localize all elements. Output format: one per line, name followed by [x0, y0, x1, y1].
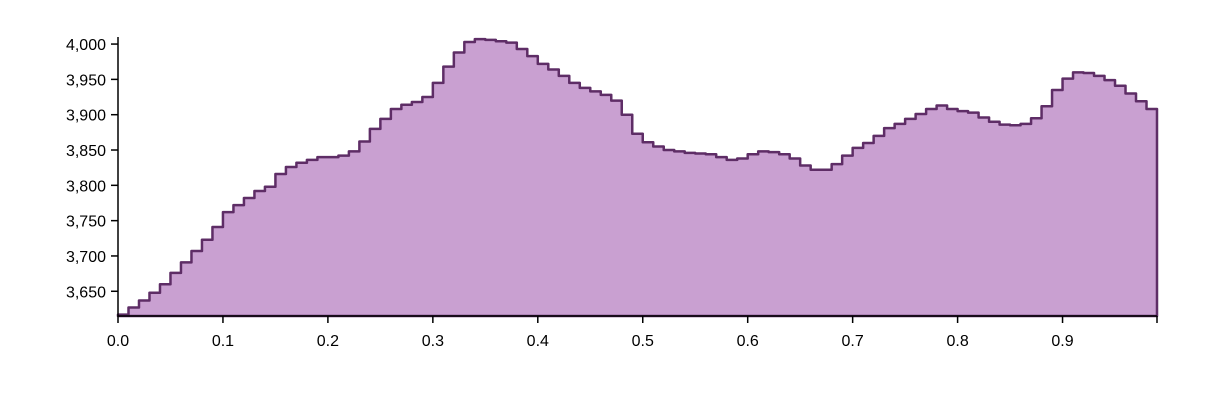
x-tick-label: 0.0	[107, 333, 129, 350]
y-tick-label: 3,800	[66, 178, 106, 195]
elevation-area-series	[116, 37, 1159, 318]
x-tick-label: 0.5	[632, 333, 654, 350]
y-tick-label: 3,850	[66, 143, 106, 160]
x-tick-label: 0.4	[527, 333, 549, 350]
y-tick-label: 3,750	[66, 214, 106, 231]
x-tick-label: 0.3	[422, 333, 444, 350]
y-axis-ticks: 3,650 3,700 3,750 3,800 3,850 3,900 3,950 4,000	[66, 37, 118, 301]
x-tick-label: 0.7	[842, 333, 864, 350]
x-tick-label: 0.2	[317, 333, 339, 350]
x-tick-label: 0.9	[1051, 333, 1073, 350]
x-tick-label: 0.1	[212, 333, 234, 350]
y-tick-label: 3,650	[66, 284, 106, 301]
y-tick-label: 3,700	[66, 249, 106, 266]
y-tick-label: 3,900	[66, 108, 106, 125]
x-tick-label: 0.8	[946, 333, 968, 350]
y-tick-label: 4,000	[66, 37, 106, 54]
x-axis-ticks: 0.0 0.1 0.2 0.3 0.4 0.5 0.6 0.7 0.8 0.9	[107, 316, 1158, 350]
y-tick-label: 3,950	[66, 72, 106, 89]
x-tick-label: 0.6	[737, 333, 759, 350]
